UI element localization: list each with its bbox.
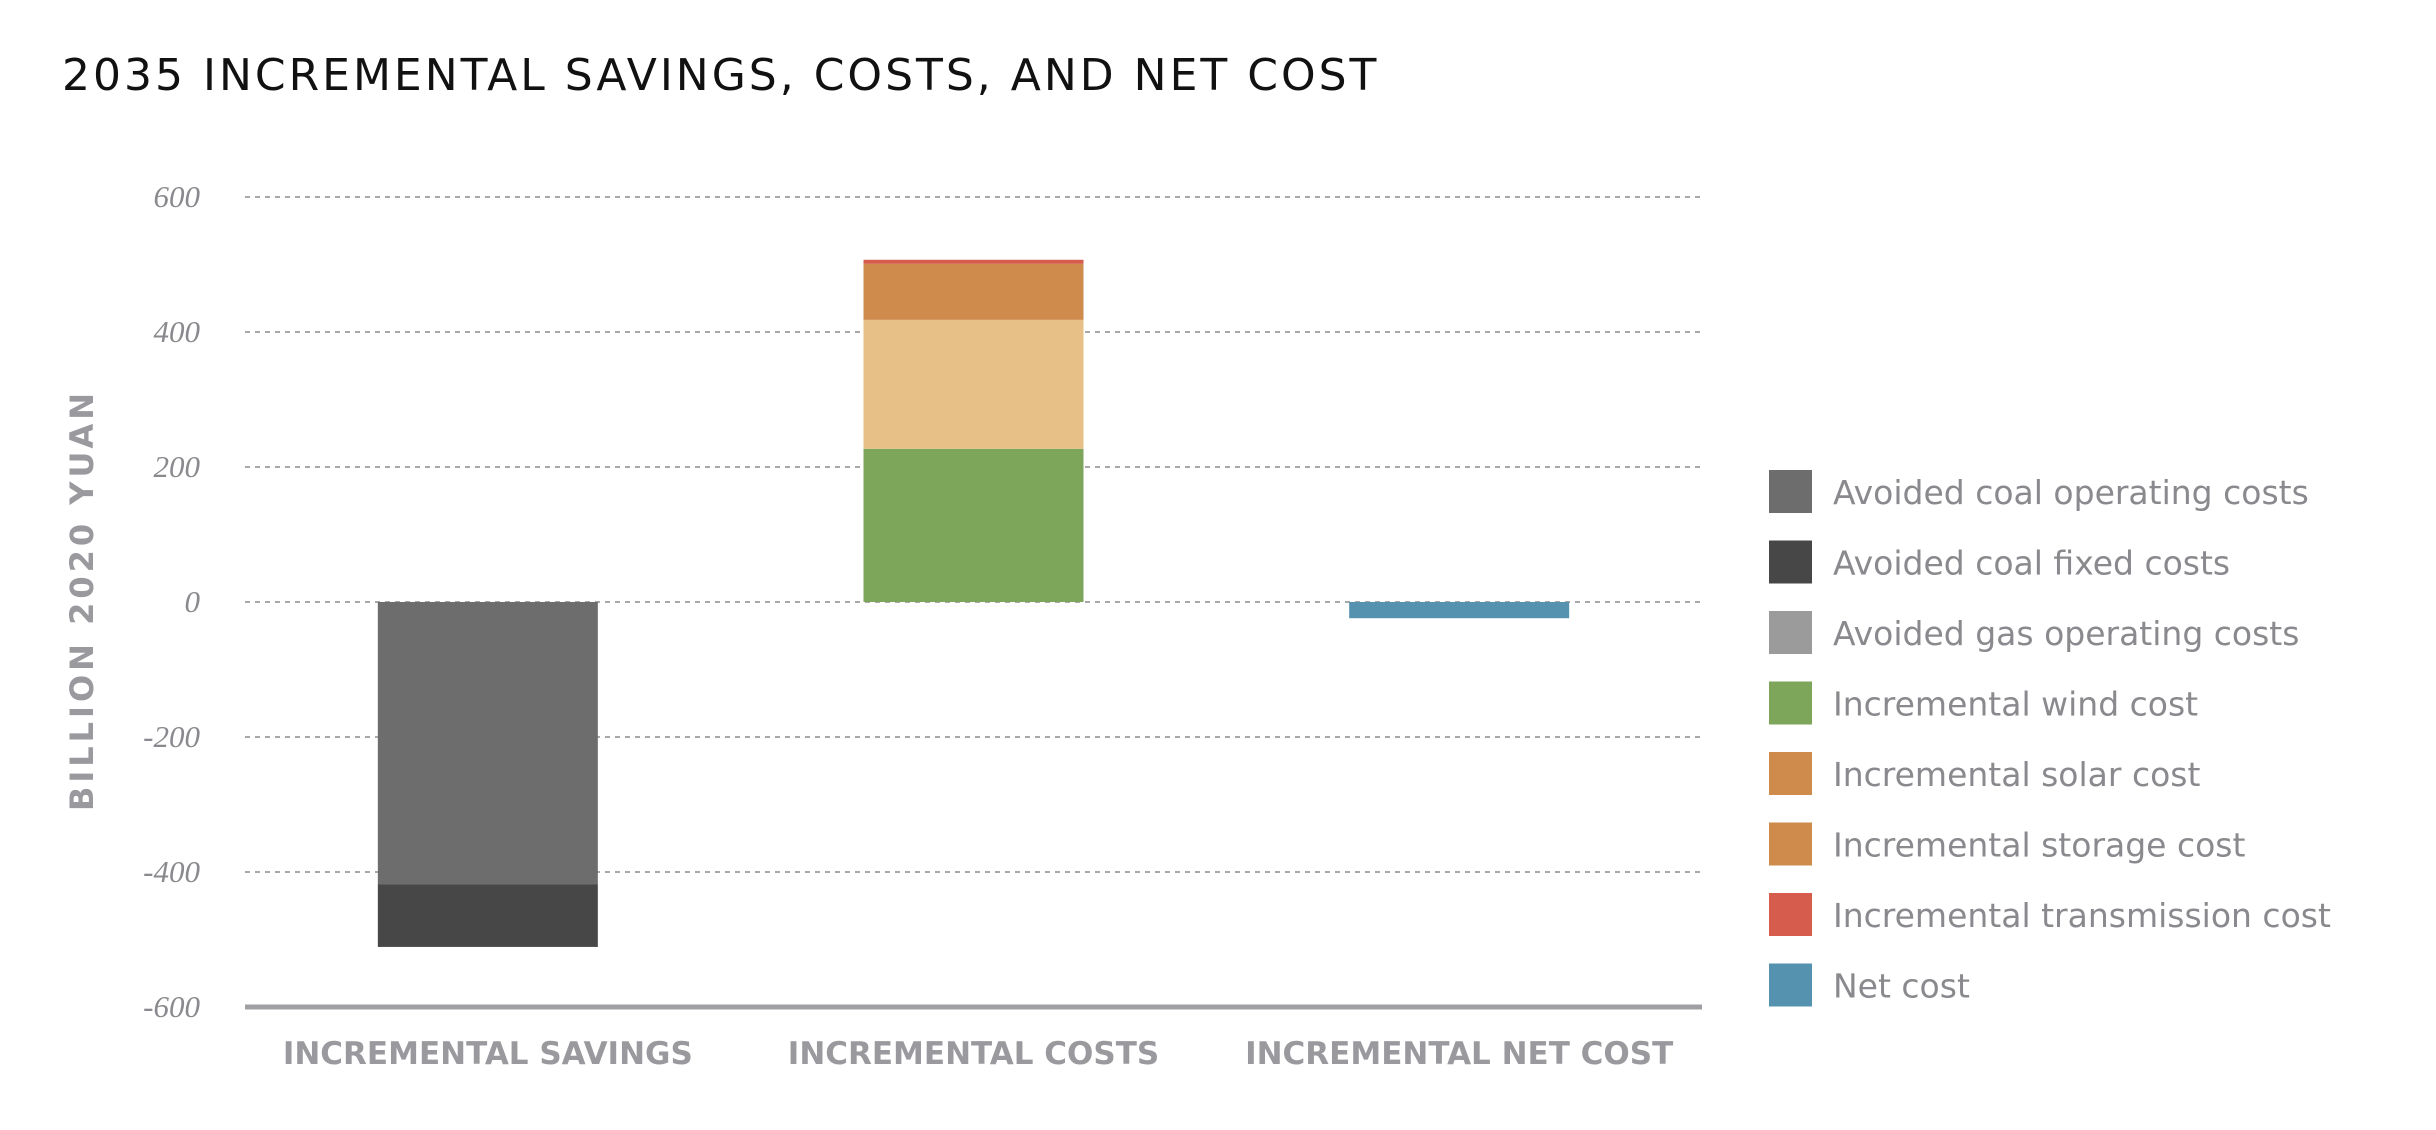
bar-segment	[863, 263, 1084, 320]
x-category-label: INCREMENTAL NET COST	[1245, 1036, 1673, 1072]
bar-segment	[377, 602, 598, 885]
legend-swatch	[1769, 681, 1812, 725]
legend-label: Avoided gas operating costs	[1833, 614, 2299, 653]
x-category-label: INCREMENTAL SAVINGS	[283, 1036, 693, 1072]
legend-swatch	[1769, 822, 1812, 866]
legend-label: Incremental storage cost	[1833, 826, 2245, 865]
legend-swatch	[1769, 470, 1812, 513]
x-category-label: INCREMENTAL COSTS	[788, 1036, 1159, 1072]
chart-title: 2035 INCREMENTAL SAVINGS, COSTS, AND NET…	[62, 50, 1380, 101]
bar-segment	[863, 259, 1084, 264]
legend-swatch	[1769, 540, 1812, 584]
y-tick-label: -400	[143, 854, 200, 889]
legend-label: Net cost	[1833, 967, 1970, 1006]
legend-swatch	[1769, 963, 1812, 1007]
bars	[377, 259, 1570, 947]
legend-label: Avoided coal operating costs	[1833, 473, 2309, 512]
legend-label: Incremental solar cost	[1833, 755, 2200, 794]
legend-label: Incremental wind cost	[1833, 685, 2198, 724]
y-axis-label: BILLION 2020 YUAN	[63, 389, 101, 811]
legend-label: Incremental transmission cost	[1833, 896, 2331, 935]
y-tick-label: 600	[154, 179, 201, 214]
y-tick-label: 400	[154, 314, 201, 349]
legend: Avoided coal operating costs Avoided coal…	[1769, 470, 2331, 1007]
y-tick-label: 200	[154, 449, 201, 484]
legend-swatch	[1769, 611, 1812, 654]
legend-swatch	[1769, 893, 1812, 936]
legend-label: Avoided coal fixed costs	[1833, 544, 2230, 583]
bar-segment	[863, 448, 1084, 602]
y-axis-ticks: 600 400 200 0 -200 -400 -600	[143, 179, 200, 1024]
bar-segment	[1349, 602, 1570, 619]
bar-segment	[863, 319, 1084, 449]
y-tick-label: -200	[143, 719, 200, 754]
legend-swatch	[1769, 752, 1812, 795]
y-tick-label: 0	[185, 584, 201, 619]
bar-segment	[377, 884, 598, 947]
y-tick-label: -600	[143, 989, 200, 1024]
x-axis-categories: INCREMENTAL SAVINGS INCREMENTAL COSTS INCR…	[283, 1036, 1673, 1072]
